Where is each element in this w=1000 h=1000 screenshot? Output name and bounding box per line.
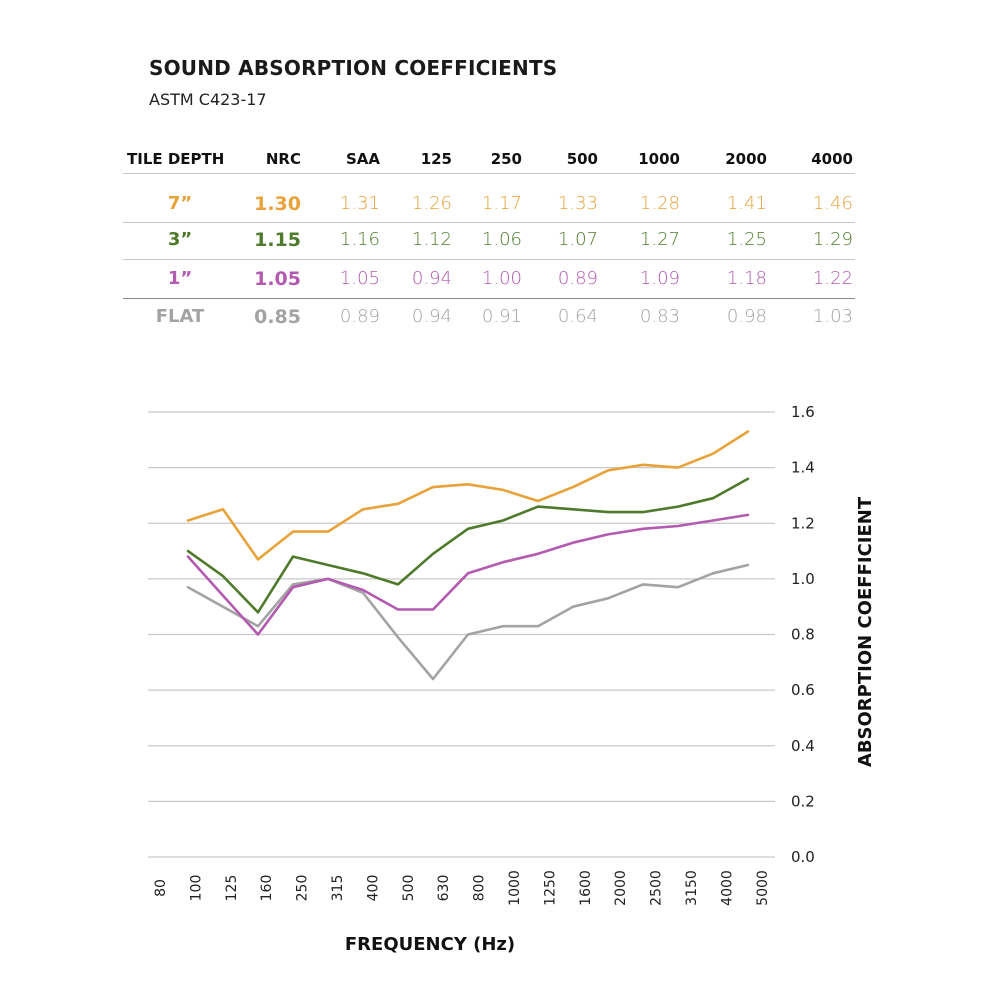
nrc-value: 1.30 [254, 193, 301, 215]
column-header: 4000 [811, 150, 853, 168]
y-tick-label: 0.0 [791, 848, 815, 866]
x-tick-label: 2500 [649, 870, 665, 906]
series-line-flat [186, 563, 750, 681]
coefficient-value: 1.16 [339, 229, 380, 250]
series-line-1in [186, 513, 750, 636]
x-tick-label: 1000 [507, 870, 523, 906]
x-tick-label: 4000 [719, 870, 735, 906]
tile-depth-label: FLAT [155, 306, 205, 327]
coefficient-value: 1.28 [639, 193, 680, 214]
column-header: TILE DEPTH [127, 150, 225, 168]
column-header: SAA [345, 150, 380, 168]
coefficient-value: 1.17 [481, 193, 522, 214]
x-tick-label: 125 [224, 875, 240, 902]
x-tick-label: 1250 [542, 870, 558, 906]
y-tick-label: 1.6 [791, 403, 815, 421]
coefficient-value: 1.03 [812, 306, 853, 327]
x-tick-label: 800 [472, 875, 488, 902]
nrc-value: 0.85 [254, 306, 301, 328]
coefficient-value: 0.89 [339, 306, 380, 327]
y-axis-title: ABSORPTION COEFFICIENT [855, 496, 876, 767]
coefficient-value: 1.09 [639, 268, 680, 289]
column-header: 2000 [725, 150, 767, 168]
x-axis-title: FREQUENCY (Hz) [345, 934, 515, 955]
x-tick-label: 2000 [613, 870, 629, 906]
x-tick-label: 1600 [578, 870, 594, 906]
x-tick-label: 160 [259, 875, 275, 902]
x-tick-label: 80 [153, 879, 169, 897]
x-tick-label: 100 [188, 875, 204, 902]
chart-title: SOUND ABSORPTION COEFFICIENTS [149, 56, 558, 80]
coefficient-value: 0.94 [411, 306, 452, 327]
coefficient-value: 1.05 [339, 268, 380, 289]
x-tick-label: 315 [330, 875, 346, 902]
coefficient-value: 1.33 [557, 193, 598, 214]
y-tick-label: 0.4 [791, 737, 815, 755]
x-tick-label: 630 [436, 875, 452, 902]
series-line-7in [186, 430, 750, 561]
y-tick-label: 0.8 [791, 626, 815, 644]
column-header: NRC [265, 150, 301, 168]
chart-subtitle: ASTM C423-17 [149, 90, 267, 109]
table-divider [123, 298, 855, 299]
coefficient-value: 0.89 [557, 268, 598, 289]
table-divider [123, 173, 855, 174]
coefficient-value: 1.25 [726, 229, 767, 250]
column-header: 125 [420, 150, 452, 168]
coefficient-value: 1.12 [411, 229, 452, 250]
coefficient-value: 1.46 [812, 193, 853, 214]
coefficient-value: 1.41 [726, 193, 767, 214]
coefficient-value: 0.64 [557, 306, 598, 327]
x-tick-label: 500 [401, 875, 417, 902]
coefficient-value: 0.98 [726, 306, 767, 327]
coefficient-value: 1.27 [639, 229, 680, 250]
tile-depth-label: 3” [167, 229, 193, 250]
coefficient-value: 0.83 [639, 306, 680, 327]
column-header: 1000 [638, 150, 680, 168]
y-tick-label: 0.2 [791, 792, 815, 810]
y-tick-label: 0.6 [791, 681, 815, 699]
coefficient-value: 1.18 [726, 268, 767, 289]
x-tick-label: 400 [365, 875, 381, 902]
table-divider [123, 259, 855, 260]
coefficient-value: 1.29 [812, 229, 853, 250]
coefficient-value: 1.31 [339, 193, 380, 214]
nrc-value: 1.05 [254, 268, 301, 290]
coefficient-value: 1.07 [557, 229, 598, 250]
column-header: 250 [490, 150, 522, 168]
y-tick-label: 1.0 [791, 570, 815, 588]
coefficient-value: 1.22 [812, 268, 853, 289]
nrc-value: 1.15 [254, 229, 301, 251]
tile-depth-label: 7” [167, 193, 193, 214]
coefficient-value: 1.06 [481, 229, 522, 250]
series-line-3in [186, 477, 750, 614]
table-divider [123, 222, 855, 223]
x-tick-label: 3150 [684, 870, 700, 906]
x-tick-label: 250 [295, 875, 311, 902]
tile-depth-label: 1” [167, 268, 193, 289]
coefficient-value: 1.00 [481, 268, 522, 289]
y-tick-label: 1.4 [791, 459, 815, 477]
coefficient-value: 0.91 [481, 306, 522, 327]
x-tick-label: 5000 [755, 870, 771, 906]
y-tick-label: 1.2 [791, 514, 815, 532]
coefficient-value: 0.94 [411, 268, 452, 289]
column-header: 500 [566, 150, 598, 168]
coefficient-value: 1.26 [411, 193, 452, 214]
